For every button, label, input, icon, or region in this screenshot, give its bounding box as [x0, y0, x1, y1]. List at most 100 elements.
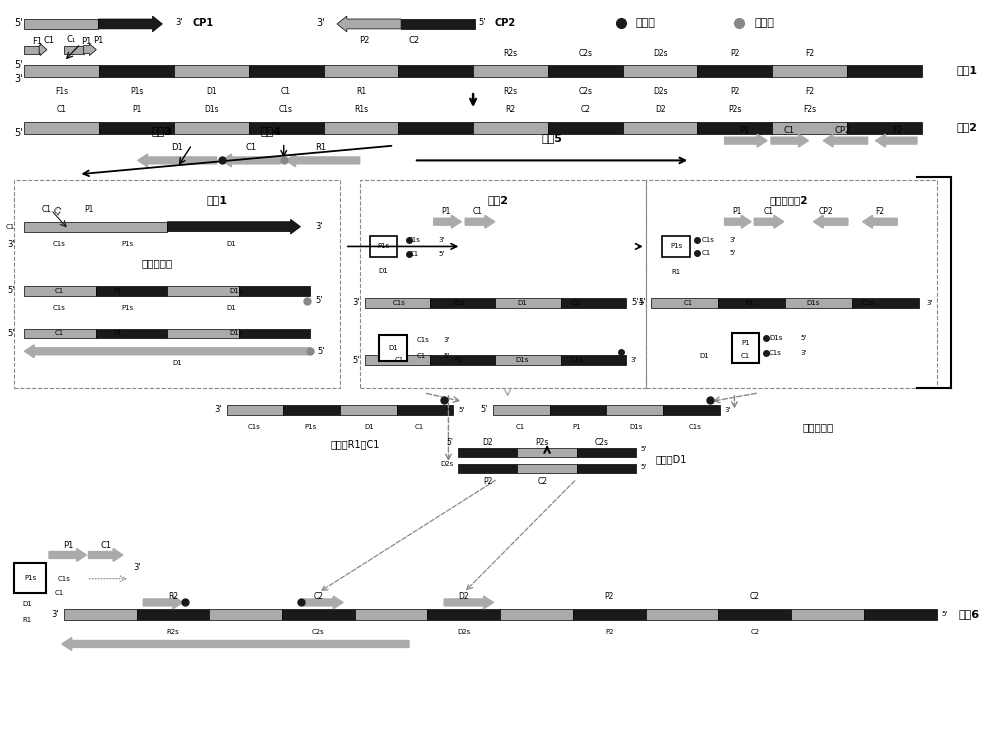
- Text: P1s: P1s: [122, 304, 134, 310]
- FancyArrow shape: [337, 16, 401, 32]
- Text: C2s: C2s: [578, 87, 592, 96]
- Text: C1: C1: [54, 288, 63, 294]
- Text: C1s: C1s: [52, 242, 65, 248]
- Bar: [355, 609, 427, 619]
- Text: 步骤5: 步骤5: [542, 133, 562, 142]
- FancyArrow shape: [876, 134, 917, 147]
- Text: 5': 5': [446, 438, 453, 447]
- Text: P1s: P1s: [24, 574, 36, 580]
- Bar: [473, 122, 548, 134]
- Text: D2: D2: [655, 106, 665, 115]
- Text: 5': 5': [14, 128, 23, 138]
- FancyArrow shape: [754, 215, 784, 228]
- Bar: [167, 328, 239, 338]
- Text: 步骤4: 步骤4: [260, 126, 281, 136]
- Bar: [458, 448, 517, 457]
- Text: 5': 5': [801, 335, 807, 341]
- Text: C1: C1: [473, 207, 483, 216]
- Text: F2: F2: [875, 207, 884, 216]
- Bar: [24, 328, 96, 338]
- Text: 5': 5': [7, 286, 14, 296]
- Text: 近似于D1: 近似于D1: [656, 454, 687, 464]
- Text: 5': 5': [458, 406, 465, 412]
- Text: D1: D1: [171, 143, 183, 152]
- Text: 5': 5': [444, 353, 450, 359]
- Text: 可检测产物: 可检测产物: [803, 422, 834, 433]
- Bar: [167, 286, 239, 296]
- Text: C1: C1: [281, 87, 291, 96]
- Text: R1: R1: [23, 617, 32, 623]
- Bar: [772, 122, 847, 134]
- Text: P2: P2: [359, 36, 370, 45]
- Text: C2s: C2s: [594, 438, 608, 447]
- Text: D2s: D2s: [457, 629, 470, 635]
- Bar: [64, 46, 84, 53]
- Text: R2s: R2s: [167, 629, 179, 635]
- FancyArrow shape: [725, 134, 767, 147]
- Text: C2: C2: [750, 592, 760, 601]
- Bar: [732, 334, 759, 363]
- Text: C1: C1: [572, 300, 581, 306]
- FancyArrow shape: [771, 134, 808, 147]
- Text: 5': 5': [315, 296, 323, 305]
- Text: C1: C1: [101, 541, 112, 550]
- Bar: [64, 609, 137, 619]
- Text: C1s: C1s: [248, 424, 261, 430]
- Text: C1: C1: [42, 206, 52, 214]
- Bar: [24, 65, 99, 77]
- Text: D1: D1: [227, 242, 236, 248]
- Text: D1: D1: [227, 304, 236, 310]
- Text: P1: P1: [733, 207, 742, 216]
- Bar: [14, 563, 46, 592]
- Text: R2s: R2s: [503, 49, 518, 58]
- Text: P1: P1: [114, 331, 122, 337]
- Text: C1: C1: [783, 126, 794, 135]
- Text: P1: P1: [454, 357, 463, 363]
- Bar: [646, 180, 937, 388]
- Bar: [209, 609, 282, 619]
- Bar: [697, 122, 772, 134]
- Text: +: +: [637, 298, 644, 307]
- Bar: [646, 609, 718, 619]
- Text: R1: R1: [672, 269, 681, 275]
- Bar: [324, 122, 398, 134]
- FancyArrow shape: [143, 596, 183, 609]
- Text: C1: C1: [741, 353, 750, 359]
- FancyArrow shape: [24, 345, 310, 358]
- Text: CP2: CP2: [819, 207, 834, 216]
- Text: P1s: P1s: [670, 244, 682, 250]
- Bar: [548, 122, 623, 134]
- Text: 5': 5': [317, 346, 325, 355]
- Text: 3': 3': [51, 610, 59, 619]
- FancyArrow shape: [98, 16, 162, 32]
- Bar: [577, 464, 636, 473]
- Text: D1: D1: [699, 353, 709, 359]
- Text: 循环1: 循环1: [206, 195, 227, 205]
- Text: 3': 3': [7, 240, 14, 249]
- Text: C1: C1: [417, 353, 426, 359]
- Bar: [623, 65, 697, 77]
- Text: 3': 3': [631, 357, 637, 363]
- Text: C1: C1: [54, 331, 63, 337]
- Text: P2: P2: [483, 477, 493, 486]
- Text: P1: P1: [114, 288, 122, 294]
- Text: D1: D1: [365, 424, 374, 430]
- Bar: [227, 405, 283, 415]
- Text: 5': 5': [14, 61, 23, 70]
- Text: CP2: CP2: [495, 18, 516, 28]
- FancyArrow shape: [813, 215, 848, 228]
- Text: C1s: C1s: [702, 236, 715, 242]
- Text: C₁: C₁: [50, 206, 63, 218]
- Text: 半抗原: 半抗原: [754, 18, 774, 28]
- Bar: [847, 122, 922, 134]
- Text: D1: D1: [378, 268, 388, 274]
- Text: 3': 3': [801, 350, 807, 356]
- Text: C1: C1: [414, 424, 423, 430]
- Bar: [365, 298, 430, 307]
- Bar: [239, 328, 310, 338]
- Bar: [852, 298, 919, 307]
- Text: P1s: P1s: [377, 244, 389, 250]
- Bar: [493, 405, 550, 415]
- Text: 5': 5': [641, 446, 647, 452]
- FancyArrow shape: [304, 596, 343, 609]
